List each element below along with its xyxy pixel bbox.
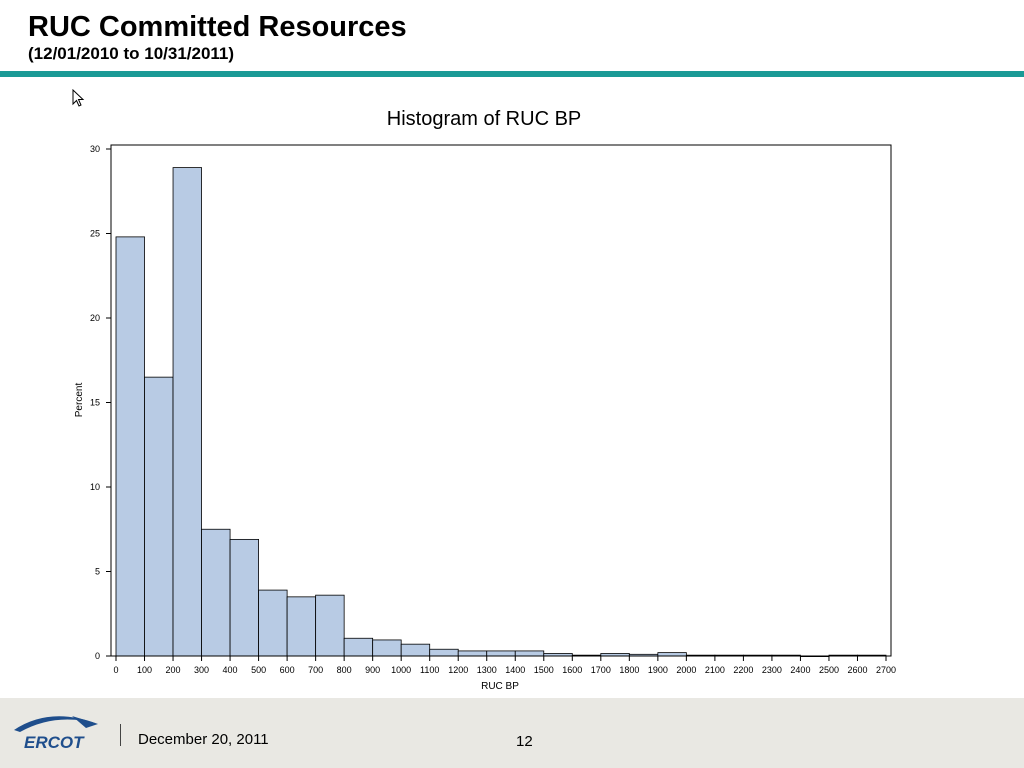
histogram-bar	[657, 652, 687, 657]
histogram-bar	[286, 596, 317, 657]
histogram-bar	[315, 594, 345, 657]
chart-title: Histogram of RUC BP	[387, 108, 582, 130]
histogram-bar	[400, 643, 431, 657]
x-tick-label: 900	[365, 665, 380, 675]
histogram-bar	[115, 236, 145, 657]
x-tick-label: 2200	[733, 665, 753, 675]
y-tick-label: 25	[90, 229, 100, 239]
histogram-bar	[343, 637, 374, 657]
bars-group	[115, 167, 887, 658]
histogram-bar	[429, 648, 459, 657]
logo-text: ERCOT	[24, 733, 85, 752]
x-tick-label: 700	[308, 665, 323, 675]
ercot-logo: ERCOT	[14, 716, 98, 752]
footer-date: December 20, 2011	[138, 731, 269, 748]
x-tick-label: 2700	[876, 665, 896, 675]
histogram-bar	[486, 650, 516, 657]
x-tick-label: 1500	[534, 665, 554, 675]
x-tick-label: 2000	[676, 665, 696, 675]
x-tick-label: 2300	[762, 665, 782, 675]
x-axis-label: RUC BP	[481, 681, 519, 692]
histogram-bar	[201, 528, 231, 657]
x-tick-label: 1400	[505, 665, 525, 675]
x-tick-label: 1700	[591, 665, 611, 675]
slide-subtitle: (12/01/2010 to 10/31/2011)	[28, 44, 235, 63]
histogram-bar	[372, 639, 402, 657]
x-tick-label: 800	[337, 665, 352, 675]
slide-title: RUC Committed Resources	[28, 11, 407, 43]
y-tick-label: 5	[95, 567, 100, 577]
x-tick-label: 2600	[847, 665, 867, 675]
x-tick-label: 2100	[705, 665, 725, 675]
footer-separator	[120, 724, 121, 746]
histogram-chart: Histogram of RUC BP 0 5 10 15 20 25 30 0 100 200…	[74, 108, 896, 692]
x-tick-label: 0	[113, 665, 118, 675]
histogram-bar	[514, 650, 545, 657]
histogram-bar	[172, 167, 202, 657]
x-tick-label: 100	[137, 665, 152, 675]
x-tick-label: 1200	[448, 665, 468, 675]
x-tick-label: 200	[166, 665, 181, 675]
x-tick-label: 300	[194, 665, 209, 675]
x-axis: 0 100 200 300 400 500 600 700 800 900 1000 1100 1200…	[113, 656, 896, 675]
x-tick-label: 2500	[819, 665, 839, 675]
x-tick-label: 1000	[391, 665, 411, 675]
y-tick-label: 0	[95, 651, 100, 661]
y-tick-label: 10	[90, 482, 100, 492]
y-tick-label: 15	[90, 398, 100, 408]
x-tick-label: 1800	[619, 665, 639, 675]
histogram-bar	[258, 589, 288, 657]
y-axis-label: Percent	[74, 383, 85, 418]
x-tick-label: 400	[223, 665, 238, 675]
x-tick-label: 500	[251, 665, 266, 675]
footer: ERCOT December 20, 2011 12	[0, 698, 1024, 768]
page-number: 12	[516, 733, 533, 750]
y-axis: 0 5 10 15 20 25 30	[90, 144, 111, 661]
x-tick-label: 1300	[477, 665, 497, 675]
x-tick-label: 600	[280, 665, 295, 675]
title-rule	[0, 71, 1024, 77]
x-tick-label: 1100	[420, 665, 439, 675]
histogram-bar	[229, 538, 259, 657]
y-tick-label: 20	[90, 313, 100, 323]
x-tick-label: 1600	[562, 665, 582, 675]
histogram-bar	[144, 376, 174, 657]
histogram-bar	[457, 650, 488, 657]
x-tick-label: 2400	[790, 665, 810, 675]
plot-frame	[110, 144, 892, 657]
mouse-pointer-icon	[72, 89, 85, 107]
y-tick-label: 30	[90, 144, 100, 154]
x-tick-label: 1900	[648, 665, 668, 675]
